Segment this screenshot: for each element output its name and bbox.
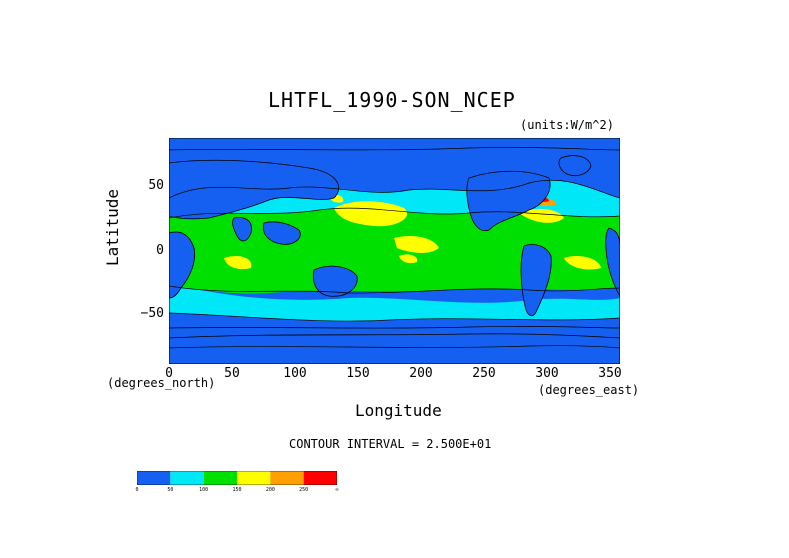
x-tick: 150 xyxy=(346,366,370,381)
colorbar-label: 150 xyxy=(232,487,242,493)
yellow-patch-atlantic xyxy=(519,208,564,223)
australia xyxy=(312,265,358,297)
colorbar xyxy=(137,471,337,485)
colorbar-label: 200 xyxy=(265,487,275,493)
africa xyxy=(169,231,196,299)
colorbar-swatch xyxy=(137,471,171,485)
colorbar-label: 250 xyxy=(299,487,309,493)
colorbar-swatch xyxy=(203,471,237,485)
x-tick: 50 xyxy=(224,366,240,381)
greenland xyxy=(558,155,592,177)
plot-title: LHTFL_1990-SON_NCEP xyxy=(268,88,516,112)
colorbar-swatch xyxy=(170,471,204,485)
southeast-asia xyxy=(262,221,301,245)
contour-interval: CONTOUR INTERVAL = 2.500E+01 xyxy=(289,437,492,451)
x-tick: 0 xyxy=(165,366,173,381)
x-tick: 350 xyxy=(598,366,622,381)
colorbar-label: ∞ xyxy=(335,487,339,493)
x-unit-note: (degrees_east) xyxy=(538,383,640,397)
yellow-patch-indian xyxy=(224,256,252,270)
units-label: (units:W/m^2) xyxy=(520,118,614,132)
africa-east xyxy=(605,227,620,297)
colorbar-label: 0 xyxy=(135,487,139,493)
india xyxy=(232,217,252,242)
yellow-patch-pacific xyxy=(394,236,439,253)
y-unit-note: (degrees_north) xyxy=(107,376,216,390)
eurasia xyxy=(169,159,339,220)
y-tick: 50 xyxy=(148,178,164,193)
y-tick: −50 xyxy=(140,306,164,321)
colorbar-swatch xyxy=(270,471,304,485)
yellow-patch-north xyxy=(334,201,408,227)
colorbar-swatch xyxy=(237,471,271,485)
colorbar-swatch xyxy=(303,471,337,485)
south-america xyxy=(520,244,552,317)
yellow-patch-south xyxy=(564,256,601,270)
x-tick: 100 xyxy=(283,366,307,381)
yellow-patch-w-pacific xyxy=(399,254,418,264)
map-plot xyxy=(169,138,620,364)
colorbar-label: 100 xyxy=(199,487,209,493)
north-america xyxy=(466,170,551,232)
y-tick: 0 xyxy=(156,243,164,258)
colorbar-label: 50 xyxy=(167,487,174,493)
cyan-band-south xyxy=(169,283,620,322)
x-tick: 300 xyxy=(535,366,559,381)
continents xyxy=(169,155,620,364)
x-tick: 250 xyxy=(472,366,496,381)
x-tick: 200 xyxy=(409,366,433,381)
contour-lines xyxy=(169,147,620,349)
x-axis-label: Longitude xyxy=(355,401,442,420)
y-axis-label: Latitude xyxy=(103,188,122,266)
antarctica xyxy=(169,333,620,364)
